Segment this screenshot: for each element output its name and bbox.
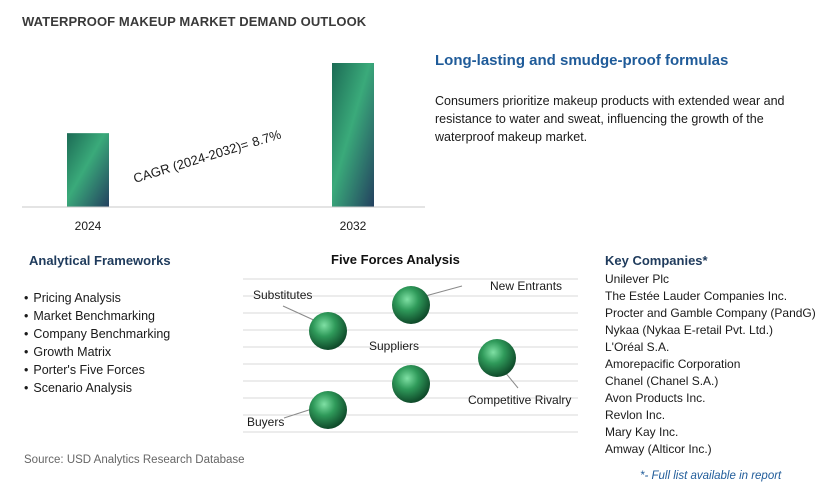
framework-item: Growth Matrix xyxy=(24,343,170,361)
company-item: L'Oréal S.A. xyxy=(605,340,670,354)
frameworks-heading: Analytical Frameworks xyxy=(29,253,171,268)
force-sphere-new-entrants xyxy=(392,286,430,324)
company-item: Unilever Plc xyxy=(605,272,670,286)
bar-2032 xyxy=(332,63,374,207)
company-item: Nykaa (Nykaa E-retail Pvt. Ltd.) xyxy=(605,323,774,337)
source-note: Source: USD Analytics Research Database xyxy=(24,454,245,466)
highlight-heading: Long-lasting and smudge-proof formulas xyxy=(435,52,729,69)
cagr-annotation: CAGR (2024-2032)= 8.7% xyxy=(131,126,283,185)
highlight-text: Consumers prioritize makeup products wit… xyxy=(435,94,785,144)
company-item: Amway (Alticor Inc.) xyxy=(605,442,712,456)
force-label-suppliers: Suppliers xyxy=(369,339,419,353)
framework-item: Company Benchmarking xyxy=(24,325,170,343)
company-item: Chanel (Chanel S.A.) xyxy=(605,374,719,388)
companies-heading: Key Companies* xyxy=(605,253,708,268)
cagr-value: 8.7% xyxy=(250,126,283,149)
framework-item: Porter's Five Forces xyxy=(24,361,170,379)
company-item: Procter and Gamble Company (PandG) xyxy=(605,306,816,320)
force-sphere-substitutes xyxy=(309,312,347,350)
force-label-competitive-rivalry: Competitive Rivalry xyxy=(468,393,571,407)
framework-item: Pricing Analysis xyxy=(24,289,170,307)
bar-group xyxy=(67,63,374,207)
force-sphere-buyers xyxy=(309,391,347,429)
company-item: Amorepacific Corporation xyxy=(605,357,741,371)
company-item: Mary Kay Inc. xyxy=(605,425,679,439)
force-label-new-entrants: New Entrants xyxy=(490,279,562,293)
company-item: Revlon Inc. xyxy=(605,408,666,422)
framework-item: Market Benchmarking xyxy=(24,307,170,325)
x-tick-label-2024: 2024 xyxy=(75,219,102,233)
force-label-buyers: Buyers xyxy=(247,415,284,429)
bar-2024 xyxy=(67,133,109,207)
frameworks-list: Pricing Analysis Market Benchmarking Com… xyxy=(24,289,170,397)
framework-item: Scenario Analysis xyxy=(24,379,170,397)
company-item: The Estée Lauder Companies Inc. xyxy=(605,289,788,303)
company-item: Avon Products Inc. xyxy=(605,391,706,405)
force-sphere-suppliers xyxy=(392,365,430,403)
five-forces-title: Five Forces Analysis xyxy=(331,252,460,267)
page-title: WATERPROOF MAKEUP MARKET DEMAND OUTLOOK xyxy=(22,14,367,29)
cagr-label: CAGR (2024-2032)= xyxy=(131,137,250,186)
report-note: *- Full list available in report xyxy=(640,470,782,482)
force-label-substitutes: Substitutes xyxy=(253,288,312,302)
x-tick-label-2032: 2032 xyxy=(340,219,367,233)
companies-list: Unilever Plc The Estée Lauder Companies … xyxy=(605,271,816,458)
force-sphere-competitive-rivalry xyxy=(478,339,516,377)
